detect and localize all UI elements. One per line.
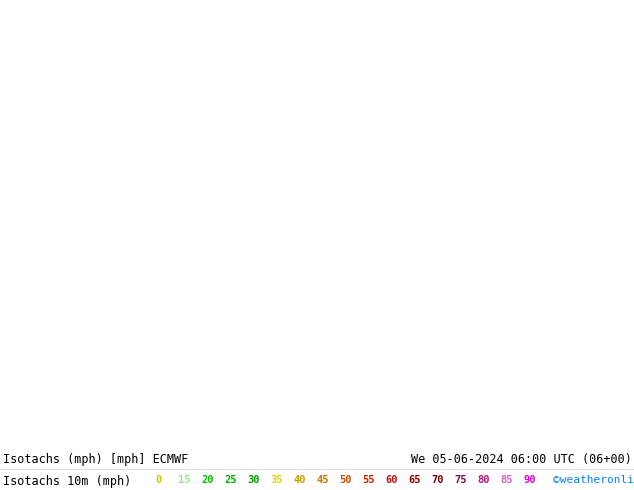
Text: 0: 0: [155, 474, 162, 485]
Text: 85: 85: [500, 474, 512, 485]
Text: 50: 50: [339, 474, 352, 485]
Text: 40: 40: [293, 474, 306, 485]
Text: 70: 70: [431, 474, 444, 485]
Text: 65: 65: [408, 474, 420, 485]
Text: 35: 35: [270, 474, 283, 485]
Text: 80: 80: [477, 474, 489, 485]
Text: 30: 30: [247, 474, 260, 485]
Text: 25: 25: [224, 474, 236, 485]
Text: ©weatheronline.co.uk: ©weatheronline.co.uk: [553, 474, 634, 485]
Text: 75: 75: [454, 474, 467, 485]
Text: We 05-06-2024 06:00 UTC (06+00): We 05-06-2024 06:00 UTC (06+00): [411, 453, 631, 466]
Text: Isotachs (mph) [mph] ECMWF: Isotachs (mph) [mph] ECMWF: [3, 453, 188, 466]
Text: 60: 60: [385, 474, 398, 485]
Text: 20: 20: [202, 474, 214, 485]
Text: Isotachs 10m (mph): Isotachs 10m (mph): [3, 474, 131, 488]
Text: 15: 15: [178, 474, 191, 485]
Text: 90: 90: [523, 474, 536, 485]
Text: 55: 55: [362, 474, 375, 485]
Text: 45: 45: [316, 474, 328, 485]
